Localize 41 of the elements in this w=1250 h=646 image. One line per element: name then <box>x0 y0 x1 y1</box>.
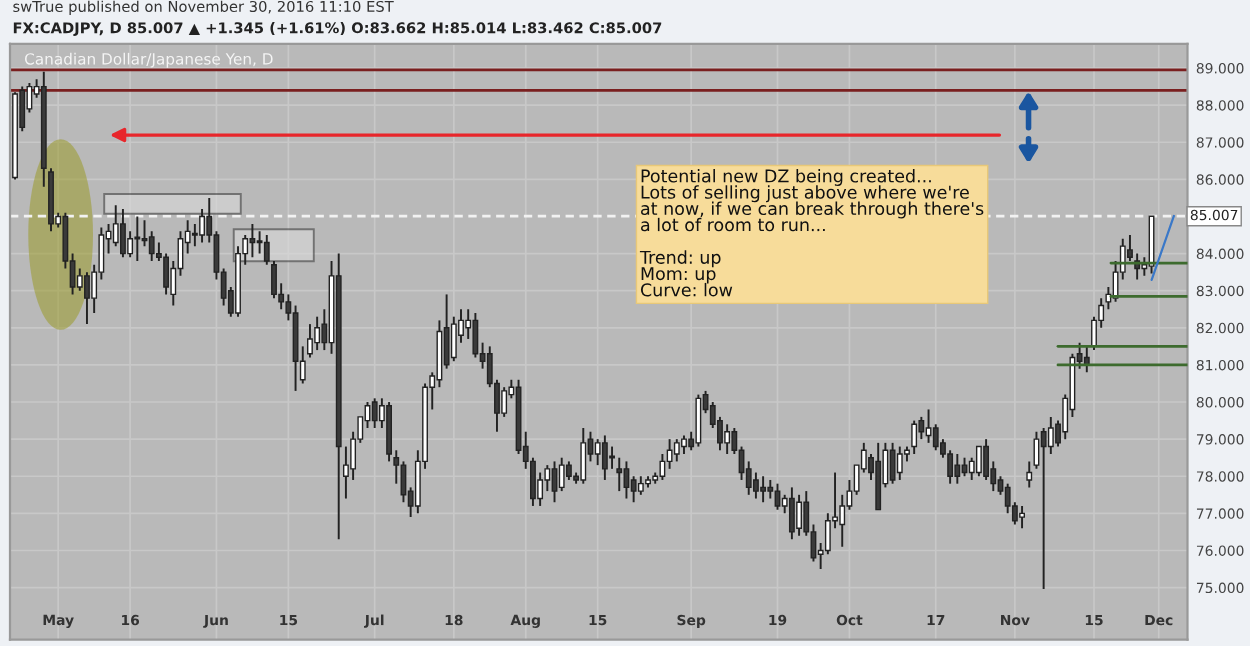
candlestick <box>681 434 687 455</box>
candlestick <box>594 438 601 467</box>
candlestick <box>767 479 774 500</box>
annotation: Potential new DZ being created... Lots of selling just above where we're at now, if we can break through there's a lot of room to run... Trend: up Mom: up Curve: low <box>639 169 984 297</box>
candlestick <box>637 475 644 496</box>
candlestick <box>191 222 198 248</box>
candlestick <box>774 482 781 511</box>
candlestick <box>601 434 608 481</box>
candlestick <box>760 475 767 504</box>
candlestick <box>889 441 896 485</box>
candlestick <box>961 456 968 478</box>
candlestick <box>975 445 982 478</box>
candlestick <box>120 208 126 259</box>
candlestick <box>695 393 702 448</box>
candlestick <box>148 230 155 262</box>
candlestick <box>673 438 680 463</box>
candlestick <box>796 493 803 537</box>
candlestick <box>76 267 83 292</box>
candlestick <box>1019 504 1025 530</box>
candlestick <box>911 419 918 455</box>
candlestick <box>630 475 637 504</box>
candlestick <box>565 460 572 481</box>
candlestick <box>896 445 903 481</box>
candlestick <box>84 271 90 326</box>
candlestick <box>925 408 932 444</box>
candlestick <box>724 423 731 455</box>
candlestick <box>314 315 321 352</box>
candlestick <box>954 453 961 485</box>
candlestick <box>199 208 205 244</box>
candlestick <box>1040 427 1047 591</box>
candlestick <box>666 438 673 470</box>
candlestick <box>788 486 795 541</box>
candlestick <box>558 456 565 493</box>
candlestick <box>1026 460 1033 489</box>
candlestick <box>659 453 666 481</box>
candlestick <box>472 312 479 359</box>
candlestick <box>371 397 378 429</box>
candlestick <box>112 204 119 248</box>
candlestick <box>249 222 256 259</box>
candlestick <box>501 386 508 418</box>
candlestick <box>580 427 587 485</box>
